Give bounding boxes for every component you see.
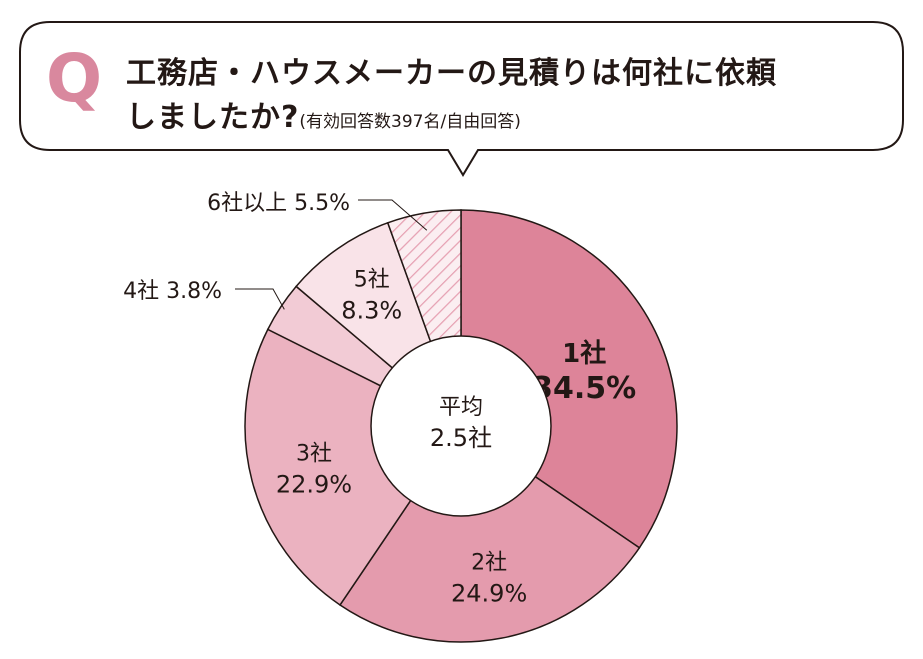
slice-3 (244, 328, 463, 606)
donut-hole (370, 335, 552, 517)
question-title-line2-text: しましたか? (126, 100, 300, 135)
slice-label-4: 4社 3.8% (123, 279, 222, 304)
slice-category-1: 1社 (562, 338, 606, 369)
slice-category-5: 5社 (354, 268, 390, 293)
slice-category-2: 2社 (471, 550, 507, 575)
slice-value-5: 8.3% (341, 297, 402, 325)
leader-line-6 (358, 199, 428, 231)
slice-label-6: 6社以上 5.5% (207, 191, 350, 216)
q-mark: Q (46, 40, 103, 117)
slice-value-2: 24.9% (451, 579, 527, 607)
center-label-line2: 2.5社 (430, 424, 492, 452)
slice-value-3: 22.9% (276, 471, 352, 499)
question-note: (有効回答数397名/自由回答) (299, 112, 521, 132)
leader-line-4 (235, 288, 285, 310)
question-title-line2: しましたか?(有効回答数397名/自由回答) (126, 92, 521, 136)
question-title-line1: 工務店・ハウスメーカーの見積りは何社に依頼 (126, 56, 777, 91)
center-label-line1: 平均 (439, 395, 483, 420)
slice-category-3: 3社 (296, 442, 332, 467)
slice-value-1: 34.5% (532, 371, 636, 406)
slice-2 (339, 424, 641, 643)
speech-bubble-outline (19, 21, 904, 177)
slice-1 (460, 209, 678, 549)
